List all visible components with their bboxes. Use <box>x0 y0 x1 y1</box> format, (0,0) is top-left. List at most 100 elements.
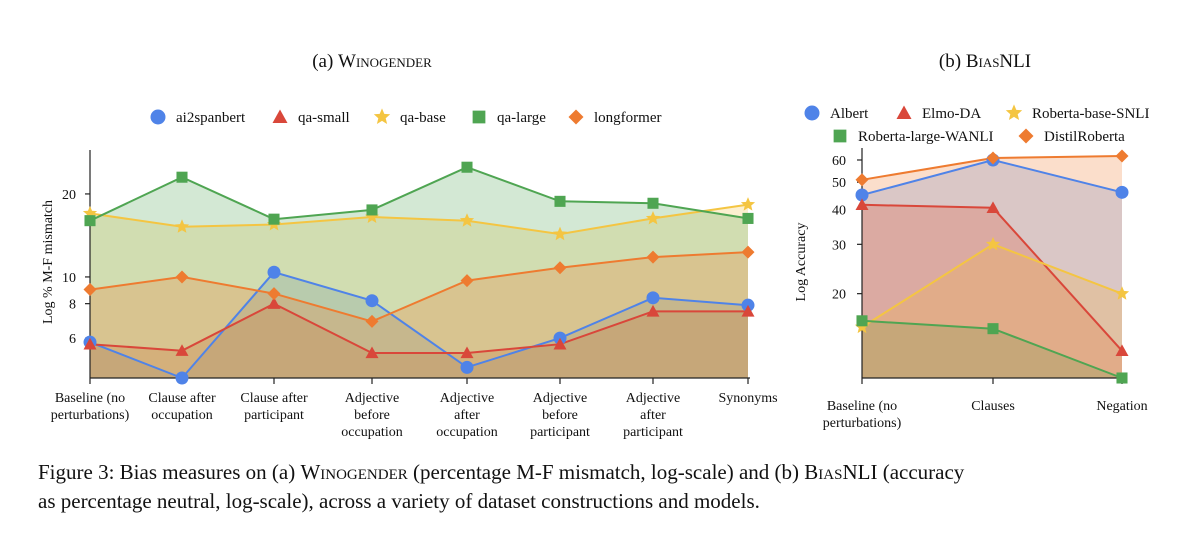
caption-biasnli: BiasNLI <box>804 460 878 484</box>
a-point-qa-small <box>267 297 281 309</box>
a-point-longformer <box>175 270 189 284</box>
b-legend-item-Roberta-large-WANLI: Roberta-large-WANLI <box>833 129 994 145</box>
b-y-tick-label: 60 <box>832 154 846 169</box>
a-point-longformer <box>646 250 660 264</box>
a-point-qa-large <box>742 212 754 224</box>
b-legend-item-DistilRoberta: DistilRoberta <box>1018 128 1125 145</box>
a-point-qa-base <box>740 197 756 211</box>
a-point-qa-small <box>83 337 97 350</box>
b-point-DistilRoberta <box>855 173 869 187</box>
a-point-longformer <box>553 261 567 275</box>
b-point-Roberta-large-WANLI <box>856 315 868 327</box>
lines-a <box>89 166 749 380</box>
b-area-Elmo-DA <box>862 204 1122 378</box>
a-point-qa-base <box>552 226 568 241</box>
a-line-qa-large <box>89 166 749 222</box>
b-legend-item-Albert: Albert <box>804 105 869 122</box>
markers-a <box>82 161 756 385</box>
a-x-tick-label: Adjective before participant <box>530 391 590 440</box>
b-point-Albert <box>855 188 869 202</box>
chart-biasnli: (b) BiasNLI Albert Elmo-DA Roberta-base-SN… <box>794 51 1149 431</box>
charts-canvas: (a) Winogender ai2spanbert qa-small qa-bas… <box>41 51 1149 440</box>
a-legend-label: qa-base <box>400 110 446 126</box>
a-area-qa-base <box>90 204 748 378</box>
figure-caption: Figure 3: Bias measures on (a) Winogende… <box>38 458 1168 516</box>
b-point-Roberta-large-WANLI <box>987 323 999 335</box>
a-y-tick-label: 10 <box>62 271 76 286</box>
axes-b: 20 30 40 50 60 Baseline (no perturbations) Clau… <box>823 148 1148 431</box>
b-x-tick-label: Negation <box>1096 399 1147 414</box>
a-legend-label: longformer <box>594 110 661 126</box>
a-point-qa-small <box>365 346 379 359</box>
b-legend-marker-Elmo-DA <box>896 105 912 119</box>
b-legend-label: Roberta-large-WANLI <box>858 129 994 145</box>
b-area-Roberta-large-WANLI <box>862 320 1122 378</box>
a-y-tick-label: 8 <box>69 298 76 313</box>
areas-a <box>90 167 748 378</box>
a-legend-item-ai2spanbert: ai2spanbert <box>150 109 246 126</box>
a-area-qa-small <box>90 303 748 378</box>
b-legend-marker-DistilRoberta <box>1018 128 1034 144</box>
a-point-qa-base <box>645 211 661 225</box>
a-area-qa-large <box>90 167 748 378</box>
a-legend-label: qa-small <box>298 110 350 126</box>
a-area-ai2spanbert <box>90 272 748 378</box>
y-axis-label-b: Log Accuracy <box>794 223 809 302</box>
a-point-qa-small <box>646 304 660 317</box>
a-x-tick-label: Synonyms <box>718 391 777 406</box>
b-legend-label: Albert <box>830 106 869 122</box>
a-x-tick-label: Adjective after participant <box>623 391 683 440</box>
b-legend-item-Elmo-DA: Elmo-DA <box>896 105 981 122</box>
a-point-ai2spanbert <box>646 291 660 305</box>
b-point-Roberta-base-SNLI <box>985 236 1001 251</box>
b-point-Elmo-DA <box>1115 344 1129 357</box>
b-point-DistilRoberta <box>986 151 1000 165</box>
a-point-qa-base <box>459 213 475 227</box>
a-point-qa-large <box>176 171 188 183</box>
a-legend-label: ai2spanbert <box>176 110 246 126</box>
a-x-tick-label: Clause after participant <box>240 391 308 423</box>
b-point-Elmo-DA <box>855 198 869 211</box>
b-legend-marker-Roberta-base-SNLI <box>1005 104 1023 120</box>
b-legend-marker-Roberta-large-WANLI <box>833 129 847 143</box>
b-point-Roberta-base-SNLI <box>1114 286 1130 300</box>
a-legend-marker-qa-base <box>373 108 391 124</box>
legend-a: ai2spanbert qa-small qa-base qa-large longfo… <box>150 108 661 126</box>
legend-b: Albert Elmo-DA Roberta-base-SNLI Roberta-la… <box>804 104 1149 145</box>
b-area-DistilRoberta <box>862 156 1122 378</box>
a-point-qa-small <box>460 346 474 359</box>
a-legend-item-qa-base: qa-base <box>373 108 446 126</box>
chart-winogender: (a) Winogender ai2spanbert qa-small qa-bas… <box>41 51 778 440</box>
b-point-Roberta-base-SNLI <box>854 319 870 334</box>
a-point-qa-large <box>554 195 566 207</box>
a-point-qa-large <box>366 204 378 216</box>
a-point-longformer <box>741 245 755 259</box>
a-y-tick-label: 20 <box>62 188 76 203</box>
a-point-ai2spanbert <box>267 265 281 279</box>
a-legend-item-qa-large: qa-large <box>472 110 546 126</box>
a-point-qa-small <box>175 344 189 356</box>
a-line-ai2spanbert <box>89 271 749 380</box>
a-legend-item-longformer: longformer <box>568 109 661 126</box>
a-point-longformer <box>365 314 379 328</box>
a-point-longformer <box>460 274 474 288</box>
a-point-ai2spanbert <box>460 360 474 374</box>
b-legend-label: Elmo-DA <box>922 106 981 122</box>
b-legend-marker-Albert <box>804 105 820 121</box>
caption-text: (accuracy <box>877 460 965 484</box>
b-point-DistilRoberta <box>1115 149 1129 163</box>
a-point-longformer <box>83 283 97 297</box>
a-x-tick-label: Baseline (no perturbations) <box>51 391 130 423</box>
b-legend-label: DistilRoberta <box>1044 129 1125 145</box>
b-y-tick-label: 50 <box>832 176 846 191</box>
y-axis-label-a: Log % M-F mismatch <box>41 200 56 324</box>
a-x-tick-label: Adjective before occupation <box>341 391 402 440</box>
a-point-qa-base <box>364 209 380 223</box>
a-point-qa-large <box>647 197 659 209</box>
a-point-qa-small <box>741 304 755 317</box>
a-y-tick-label: 6 <box>69 332 76 347</box>
chart-a-title: (a) Winogender <box>312 51 432 72</box>
a-point-ai2spanbert <box>175 371 189 385</box>
b-y-tick-label: 40 <box>832 203 846 218</box>
b-y-tick-label: 20 <box>832 288 846 303</box>
